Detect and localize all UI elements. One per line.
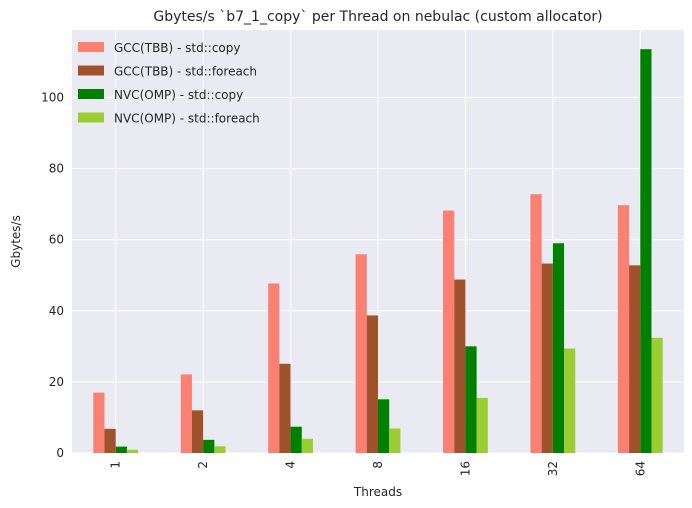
bar [443, 210, 455, 453]
x-tick-labels: 1 2 4 8 16 32 64 [109, 461, 648, 476]
bar [617, 205, 630, 453]
y-axis-label: Gbytes/s [9, 215, 23, 268]
bar [651, 337, 663, 453]
bar [126, 449, 139, 453]
bar [214, 446, 226, 453]
bar [541, 263, 553, 453]
bar [366, 315, 378, 453]
bar [93, 392, 105, 453]
bar [476, 397, 488, 453]
bar [191, 410, 204, 453]
y-tick-label: 0 [56, 446, 64, 460]
bar [180, 374, 192, 453]
x-axis-label: Threads [353, 485, 402, 499]
bar [268, 283, 280, 453]
y-tick-label: 80 [49, 162, 64, 176]
bar [355, 254, 367, 453]
x-tick-label: 32 [546, 461, 560, 476]
y-tick-label: 20 [49, 375, 64, 389]
bar [115, 446, 127, 453]
x-tick-label: 4 [284, 461, 298, 469]
x-tick-label: 16 [458, 461, 472, 476]
legend-label: GCC(TBB) - std::foreach [114, 65, 257, 79]
x-tick-label: 2 [196, 461, 210, 469]
bar [378, 399, 390, 453]
bar [552, 243, 565, 453]
y-tick-labels: 0 20 40 60 80 100 [41, 91, 64, 460]
bar [290, 426, 302, 453]
legend-label: GCC(TBB) - std::copy [114, 41, 241, 55]
bar [203, 439, 215, 453]
legend-swatch [78, 65, 104, 76]
bar [629, 265, 641, 453]
bar [640, 49, 652, 454]
bar [279, 363, 291, 453]
chart-title: Gbytes/s `b7_1_copy` per Thread on nebul… [153, 9, 602, 25]
legend-swatch [78, 42, 104, 52]
y-tick-label: 60 [49, 233, 64, 247]
bar [301, 438, 313, 453]
bar [564, 348, 576, 453]
legend-label: NVC(OMP) - std::copy [114, 88, 243, 102]
bar [104, 428, 116, 453]
bars [93, 49, 663, 454]
y-tick-label: 40 [49, 304, 64, 318]
y-tick-label: 100 [41, 91, 64, 105]
bar [389, 428, 401, 453]
bar [530, 194, 542, 454]
x-tick-label: 8 [371, 461, 385, 469]
bar [465, 346, 477, 453]
legend-swatch [78, 112, 104, 123]
x-tick-label: 1 [109, 461, 123, 469]
bar [454, 279, 466, 453]
x-tick-label: 64 [633, 461, 647, 476]
legend-swatch [78, 89, 104, 99]
legend-label: NVC(OMP) - std::foreach [114, 112, 260, 126]
